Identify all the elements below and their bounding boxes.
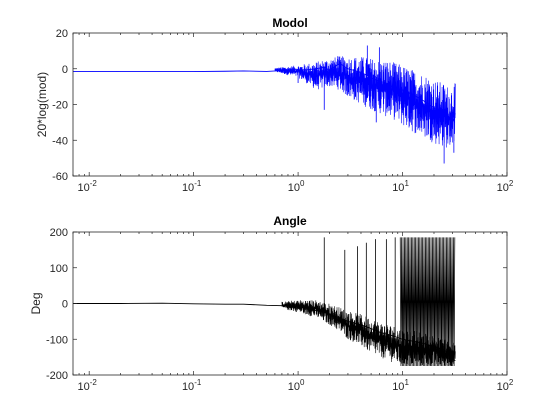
- angle-title: Angle: [273, 214, 307, 228]
- modulus-xtick-label: 102: [497, 179, 514, 194]
- modulus-ytick-label: 0: [62, 64, 68, 76]
- angle-xtick-label: 101: [392, 378, 409, 393]
- angle-axes: 10-2 10-1 100 101 102 200 100 0 -100 -200 Angle D…: [29, 214, 514, 393]
- angle-ticks: 10-2 10-1 100 101 102 200 100 0 -100 -200: [46, 227, 514, 393]
- angle-xtick-label: 102: [497, 378, 514, 393]
- modulus-plot-area: [73, 33, 507, 176]
- modulus-ytick-label: 20: [56, 28, 68, 40]
- modulus-ylabel: 20*log(mod): [35, 72, 49, 137]
- angle-ytick-label: 200: [50, 227, 68, 239]
- angle-wrap-region: [399, 237, 456, 367]
- angle-xtick-label: 100: [288, 378, 305, 393]
- modulus-noise-band: [274, 56, 456, 148]
- angle-ytick-label: 0: [62, 299, 68, 311]
- modulus-ytick-label: -40: [52, 135, 68, 147]
- modulus-data-layer: [73, 45, 456, 164]
- angle-ytick-label: -200: [46, 370, 68, 382]
- modulus-series-line: [73, 62, 456, 124]
- modulus-ytick-label: -20: [52, 100, 68, 112]
- modulus-title: Modol: [272, 16, 307, 30]
- modulus-axes: 10-2 10-1 100 101 102 20 0 -20 -40 -60 Modol 20*l…: [35, 16, 514, 194]
- modulus-ytick-label: -60: [52, 171, 68, 183]
- modulus-xtick-label: 101: [392, 179, 409, 194]
- modulus-xtick-label: 100: [288, 179, 305, 194]
- modulus-xtick-label: 10-1: [182, 179, 202, 194]
- modulus-xtick-label: 10-2: [77, 179, 97, 194]
- angle-ytick-label: 100: [50, 263, 68, 275]
- angle-ytick-label: -100: [46, 334, 68, 346]
- angle-xtick-label: 10-2: [77, 378, 97, 393]
- angle-data-layer: [73, 237, 456, 367]
- angle-xtick-label: 10-1: [182, 378, 202, 393]
- modulus-ticks: 10-2 10-1 100 101 102 20 0 -20 -40 -60: [52, 28, 514, 194]
- angle-ylabel: Deg: [29, 292, 43, 314]
